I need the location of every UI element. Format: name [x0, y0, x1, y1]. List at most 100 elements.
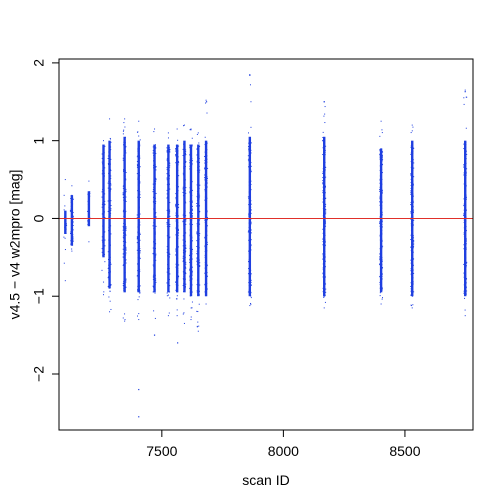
- data-point: [324, 290, 326, 292]
- data-point: [379, 235, 381, 237]
- data-point: [153, 261, 155, 263]
- data-point: [184, 265, 186, 267]
- data-point: [464, 244, 466, 246]
- data-point: [411, 282, 413, 284]
- data-point: [184, 253, 186, 255]
- data-point: [465, 265, 467, 267]
- data-point: [175, 148, 177, 150]
- data-point: [123, 223, 125, 225]
- data-point: [197, 270, 199, 272]
- data-point: [65, 211, 67, 213]
- data-point: [104, 231, 106, 233]
- data-point: [176, 145, 178, 146]
- data-point: [137, 176, 139, 178]
- data-point: [137, 249, 139, 251]
- data-point: [176, 214, 178, 216]
- data-point: [102, 294, 104, 296]
- data-point: [323, 238, 325, 240]
- data-point: [166, 193, 168, 195]
- data-point: [166, 246, 168, 248]
- data-point: [197, 330, 199, 332]
- data-point: [249, 143, 251, 145]
- data-point: [249, 202, 251, 204]
- data-point: [110, 205, 112, 207]
- data-point: [110, 182, 112, 184]
- data-point: [183, 223, 185, 225]
- data-point: [249, 173, 251, 175]
- data-point: [189, 168, 191, 170]
- data-point: [153, 151, 155, 153]
- data-point: [204, 151, 206, 153]
- data-point: [411, 124, 413, 126]
- data-point: [139, 166, 141, 168]
- data-point: [104, 239, 106, 241]
- data-point: [323, 190, 325, 192]
- data-point: [198, 186, 200, 188]
- data-point: [154, 223, 156, 225]
- data-point: [197, 209, 199, 211]
- data-point: [410, 249, 412, 251]
- data-point: [324, 241, 326, 243]
- data-point: [412, 195, 414, 197]
- data-point: [123, 122, 125, 124]
- data-point: [190, 159, 192, 161]
- data-point: [323, 153, 325, 155]
- data-point: [167, 147, 169, 149]
- data-point: [137, 190, 139, 192]
- data-point: [183, 291, 185, 293]
- data-point: [104, 167, 106, 169]
- data-point: [464, 297, 466, 299]
- data-point: [463, 172, 465, 174]
- data-point: [183, 259, 184, 261]
- data-point: [101, 251, 103, 253]
- data-point: [103, 189, 105, 191]
- data-point: [411, 157, 413, 159]
- data-point: [167, 164, 169, 166]
- data-point: [380, 267, 382, 269]
- data-point: [138, 247, 140, 249]
- data-point: [465, 155, 467, 157]
- data-point: [380, 181, 382, 183]
- data-point: [381, 151, 383, 153]
- outlier-point: [205, 101, 208, 103]
- data-point: [411, 226, 413, 228]
- data-point: [185, 261, 187, 263]
- data-point: [413, 245, 415, 247]
- point-column: [123, 136, 126, 293]
- data-point: [123, 264, 125, 266]
- point-column: [102, 144, 105, 258]
- data-point: [184, 286, 186, 288]
- data-point: [250, 211, 252, 213]
- data-point: [108, 199, 110, 201]
- x-axis: 7500 8000 8500: [146, 430, 421, 459]
- data-point: [381, 213, 383, 215]
- data-point: [152, 152, 154, 154]
- data-point: [204, 184, 206, 186]
- data-point: [197, 197, 199, 199]
- data-point: [168, 227, 170, 229]
- data-point: [123, 245, 125, 247]
- data-point: [380, 278, 382, 280]
- data-point: [382, 154, 383, 156]
- data-point: [205, 284, 207, 286]
- data-point: [183, 189, 185, 191]
- data-point: [249, 288, 251, 290]
- data-point: [138, 313, 140, 315]
- data-point: [177, 278, 179, 280]
- data-point: [191, 251, 193, 253]
- data-point: [248, 132, 249, 134]
- data-point: [381, 223, 383, 225]
- data-point: [168, 213, 170, 215]
- data-point: [184, 160, 186, 162]
- data-point: [465, 173, 467, 174]
- data-point: [103, 281, 105, 283]
- data-point: [124, 216, 126, 218]
- data-point: [465, 230, 467, 232]
- data-point: [324, 265, 326, 267]
- data-point: [465, 282, 467, 284]
- data-point: [102, 216, 104, 218]
- data-point: [324, 187, 326, 189]
- data-point: [410, 268, 412, 270]
- data-point: [103, 164, 105, 166]
